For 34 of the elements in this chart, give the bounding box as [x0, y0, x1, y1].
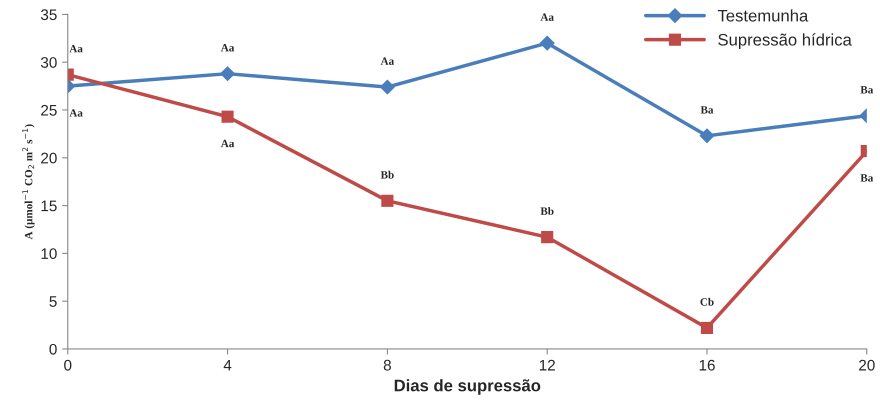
- annotation: Aa: [540, 13, 554, 21]
- x-tick-label: 16: [700, 360, 715, 371]
- annotation: Ba: [700, 106, 714, 114]
- y-tick-label: 15: [42, 200, 57, 212]
- x-tick-label: 12: [540, 360, 555, 370]
- annotation: Aa: [220, 44, 234, 52]
- y-tick-label: 10: [42, 248, 57, 260]
- y-tick-label: 5: [49, 296, 57, 307]
- y-tick-label: 25: [41, 104, 57, 116]
- legend-label: Testemunha: [718, 9, 808, 22]
- x-tick-label: 8: [384, 360, 391, 371]
- point: [541, 231, 554, 244]
- annotation: Aa: [69, 109, 83, 117]
- x-tick-label: 4: [224, 360, 232, 370]
- annotation: Aa: [220, 140, 234, 148]
- point: [540, 36, 555, 50]
- legend-label: Supressão hídrica: [718, 33, 852, 49]
- point: [381, 194, 394, 207]
- annotation: Cb: [700, 298, 714, 306]
- x-tick-label: 20: [859, 360, 875, 371]
- annotation: Ba: [860, 174, 874, 182]
- x-axis-title: Dias de supressão: [394, 379, 540, 395]
- annotation: Aa: [69, 44, 83, 52]
- y-tick-label: 35: [40, 9, 57, 20]
- y-tick-label: 0: [49, 344, 57, 355]
- annotation: Bb: [540, 207, 554, 215]
- point: [380, 80, 395, 94]
- x-tick-label: 0: [64, 360, 72, 371]
- y-tick-label: 30: [40, 57, 57, 68]
- annotation: Aa: [380, 57, 394, 65]
- y-tick-label: 20: [41, 152, 57, 164]
- annotation: Bb: [380, 170, 394, 179]
- annotation: Ba: [860, 86, 874, 94]
- text: A (µmol$^{−1}$ CO$_{2}$ m$^{2}$ s$^{−1}$): [22, 124, 35, 240]
